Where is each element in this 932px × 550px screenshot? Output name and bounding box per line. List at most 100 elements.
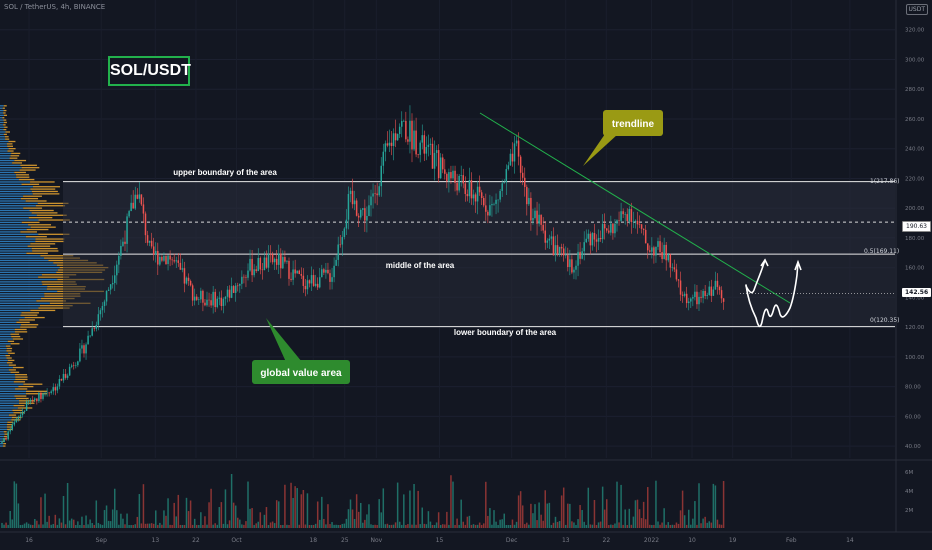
profile-bar-blue — [0, 233, 39, 235]
candle-body — [620, 211, 622, 221]
profile-bar-blue — [0, 150, 8, 152]
currency-badge[interactable]: USDT — [905, 4, 928, 15]
volume-bar — [327, 504, 329, 528]
profile-bar-orange — [12, 409, 23, 412]
profile-bar-blue — [0, 119, 4, 121]
candle-body — [93, 328, 95, 329]
profile-bar-orange — [24, 316, 45, 319]
volume-bar — [300, 494, 303, 528]
candle-body — [661, 252, 663, 260]
volume-bar — [407, 524, 409, 528]
profile-bar-orange — [12, 338, 24, 340]
volume-bar — [251, 508, 253, 528]
volume-bar — [210, 488, 212, 528]
candle-body — [632, 221, 635, 223]
candle-body — [398, 126, 401, 135]
profile-bar-orange — [15, 378, 28, 381]
volume-bar — [614, 523, 616, 528]
candle-body — [634, 220, 637, 222]
profile-bar-orange — [5, 354, 10, 357]
candle-body — [671, 267, 674, 268]
profile-bar-orange — [16, 176, 30, 178]
volume-bar — [511, 519, 514, 528]
candle-body — [191, 285, 194, 301]
candle-body — [710, 286, 713, 296]
volume-bar — [683, 515, 686, 528]
volume-bar — [177, 494, 180, 528]
profile-bar-orange — [36, 214, 67, 216]
profile-bar-orange — [9, 157, 18, 159]
candle-body — [228, 289, 231, 298]
candle-body — [419, 142, 421, 155]
profile-bar-orange — [11, 152, 21, 155]
candle-body — [138, 194, 141, 199]
profile-bar-blue — [0, 407, 18, 409]
volume-bar — [3, 524, 5, 528]
candle-body — [253, 269, 255, 276]
volume-bar — [618, 522, 620, 528]
candle-body — [183, 268, 186, 284]
profile-bar-orange — [3, 124, 6, 126]
volume-bar — [265, 507, 268, 528]
profile-bar-blue — [0, 200, 26, 202]
candle-body — [259, 257, 262, 270]
candle-body — [325, 269, 327, 273]
candle-body — [636, 220, 639, 225]
volume-bar — [196, 524, 198, 528]
profile-bar-blue — [0, 295, 45, 297]
volume-bar — [52, 524, 54, 528]
profile-bar-blue — [0, 148, 9, 150]
volume-bar — [306, 493, 309, 528]
price-tick-label: 40.00 — [905, 444, 921, 450]
volume-bar — [75, 525, 77, 528]
profile-bar-blue — [0, 440, 3, 442]
volume-bar — [271, 521, 274, 528]
profile-bar-orange — [6, 143, 13, 145]
candle-body — [87, 335, 89, 345]
profile-bar-blue — [0, 133, 4, 136]
profile-bar-orange — [8, 352, 15, 354]
candle-body — [454, 170, 456, 183]
candle-body — [206, 299, 208, 306]
profile-bar-orange — [26, 228, 49, 231]
volume-bar — [712, 483, 715, 528]
volume-bar — [610, 524, 612, 528]
volume-bar — [302, 489, 305, 528]
candle-body — [230, 286, 233, 298]
volume-bar — [708, 521, 710, 528]
profile-bar-orange — [32, 250, 59, 252]
candle-body — [111, 283, 114, 285]
volume-bar — [581, 510, 583, 528]
profile-bar-orange — [25, 236, 47, 238]
profile-bar-orange — [41, 274, 77, 276]
candle-body — [690, 298, 692, 302]
candle-body — [278, 253, 280, 265]
profile-bar-blue — [0, 259, 49, 262]
candle-body — [642, 228, 645, 230]
price-tick-label: 260.00 — [905, 117, 925, 123]
volume-bar — [419, 524, 421, 528]
volume-bar — [114, 488, 116, 528]
candles — [1, 105, 725, 444]
profile-bar-blue — [0, 226, 31, 228]
candle-body — [32, 399, 34, 401]
volume-bar — [91, 523, 93, 528]
volume-bar — [376, 524, 378, 528]
volume-bar — [187, 511, 190, 528]
volume-bar — [214, 523, 216, 528]
volume-bar — [109, 521, 112, 528]
profile-bar-blue — [0, 109, 4, 112]
volume-bar — [657, 521, 659, 528]
fib-level-1-label: 1(217.86) — [870, 178, 900, 185]
value-area-callout-pointer — [266, 318, 302, 362]
price-tick-label: 320.00 — [905, 28, 925, 34]
volume-bar — [606, 499, 608, 528]
upper-zone — [63, 181, 895, 255]
volume-bar — [716, 519, 719, 528]
profile-bar-orange — [42, 283, 77, 285]
candle-body — [567, 255, 569, 268]
volume-bar — [583, 521, 585, 528]
profile-bar-blue — [0, 443, 4, 445]
candle-body — [388, 142, 391, 146]
